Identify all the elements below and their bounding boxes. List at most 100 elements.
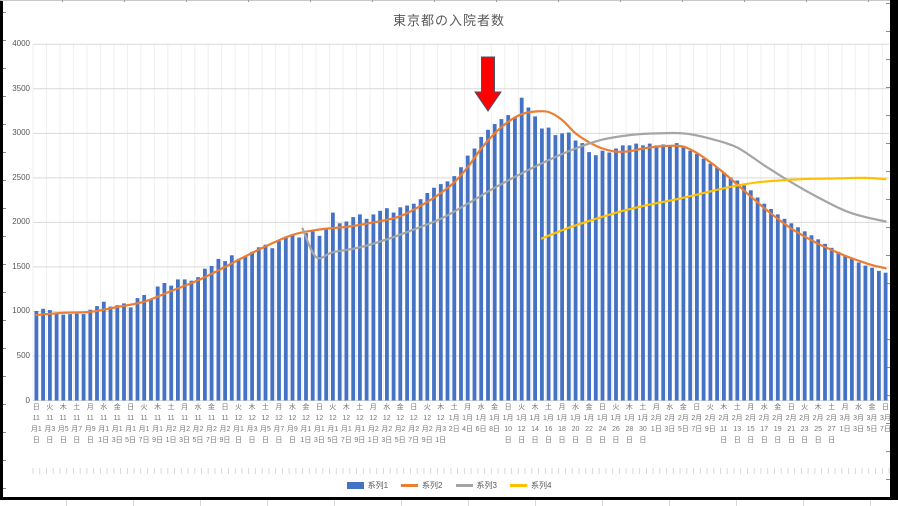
weekday-label: 金 [491,404,499,411]
date-label: 11月9日 [84,415,96,444]
date-label: 1月30日 [637,415,649,444]
date-label: 12月9日 [286,415,298,444]
weekday-label: 月 [86,404,94,411]
date-label: 12月7日 [273,415,285,444]
x-axis-tick-label: 月 12月21日 [367,402,380,446]
date-label: 3月7日 [880,415,891,433]
date-label: 11月15日 [125,415,137,444]
x-axis-tick-label: 火 2月23日 [798,402,811,446]
weekday-label: 木 [437,404,445,411]
x-axis-tick-label: 金 1月22日 [582,402,595,446]
date-label: 1月26日 [610,415,622,444]
x-axis-tick-label: 水 11月11日 [97,402,110,446]
x-axis-tick-label: 金 2月5日 [677,402,690,435]
x-axis-tick-label: 火 2月9日 [704,402,717,435]
weekday-label: 木 [59,404,67,411]
weekday-label: 火 [234,404,242,411]
date-label: 2月1日 [650,415,662,433]
weekday-label: 木 [814,404,822,411]
x-axis-tick-label: 水 11月25日 [191,402,204,446]
legend-label: 系列1 [367,481,389,490]
x-axis-tick-label: 木 2月11日 [717,402,730,446]
x-axis-tick-label: 日 3月7日 [879,402,892,435]
worksheet-left-edge [0,1,3,499]
date-label: 1月12日 [516,415,528,444]
x-axis-tick-label: 月 11月9日 [84,402,97,446]
worksheet-left-row-ticks [3,12,6,498]
date-label: 11月23日 [179,415,191,444]
x-axis-tick-label: 土 11月7日 [70,402,83,446]
x-axis-tick-label: 月 2月1日 [650,402,663,435]
x-axis-tick-label: 木 12月31日 [434,402,447,446]
y-axis-tick-label: 2000 [12,217,30,227]
weekday-label: 火 [801,404,809,411]
legend-item-series3: 系列3 [455,480,497,491]
y-axis-tick-label: 500 [16,351,30,360]
x-axis-tick-label: 月 1月4日 [461,402,474,435]
x-axis-tick-label: 水 1月20日 [569,402,582,446]
x-axis-tick-label: 金 12月11日 [299,402,312,446]
date-label: 1月16日 [543,415,554,444]
y-axis-tick-label: 4000 [12,39,30,49]
date-label: 2月15日 [745,415,757,444]
weekday-label: 水 [100,404,108,411]
date-label: 2月5日 [677,415,689,433]
x-axis-tick-label: 火 11月17日 [137,402,150,446]
weekday-label: 日 [127,404,135,411]
date-label: 3月1日 [839,415,851,433]
date-label: 3月3日 [853,415,865,433]
weekday-label: 水 [383,404,391,411]
weekday-label: 火 [140,404,148,411]
date-label: 2月25日 [812,415,824,444]
weekday-label: 水 [288,404,296,411]
x-axis-tick-label: 日 11月1日 [30,402,43,446]
weekday-label: 火 [46,404,54,411]
weekday-label: 日 [315,404,323,411]
legend-item-series2: 系列2 [401,480,443,491]
weekday-label: 木 [720,404,728,411]
x-axis-tick-label: 火 12月1日 [232,402,245,446]
x-axis-tick-label: 木 1月14日 [528,402,541,446]
weekday-label: 火 [612,404,620,411]
weekday-label: 金 [113,404,121,411]
date-label: 2月11日 [718,415,730,444]
date-label: 2月19日 [772,415,784,444]
y-axis-tick-label: 0 [25,395,30,405]
date-label: 11月11日 [98,415,110,444]
date-label: 2月3日 [664,415,676,433]
x-axis-tick-label: 月 2月15日 [744,402,757,446]
weekday-label: 水 [666,404,674,411]
weekday-label: 火 [329,404,337,411]
weekday-label: 木 [342,404,350,411]
date-label: 2月27日 [826,415,838,444]
worksheet-bottom-edge [0,497,898,500]
x-axis-tick-label: 火 12月29日 [421,402,434,446]
x-axis-tick-label: 水 3月3日 [852,402,865,435]
x-axis-tick-label: 金 2月19日 [771,402,784,446]
weekday-label: 土 [544,404,552,411]
x-axis-tick-label: 火 11月3日 [43,402,56,446]
weekday-label: 水 [855,404,863,411]
x-axis-tick-label: 月 11月23日 [178,402,191,446]
x-axis-tick-label: 月 12月7日 [272,402,285,446]
weekday-label: 日 [881,404,889,411]
weekday-label: 水 [760,404,768,411]
x-axis-tick-label: 木 11月5日 [57,402,70,446]
weekday-label: 月 [275,404,283,411]
weekday-label: 日 [221,404,229,411]
date-label: 2月7日 [691,415,703,433]
date-label: 12月31日 [435,415,447,444]
worksheet-right-edge [890,0,898,500]
x-axis-tick-label: 火 12月15日 [326,402,339,446]
weekday-label: 土 [261,404,269,411]
x-axis-tick-label: 金 3月5日 [865,402,878,435]
weekday-label: 土 [450,404,458,411]
y-axis-tick-label: 1500 [12,261,30,271]
date-label: 1月2日 [448,415,460,433]
date-label: 11月21日 [165,415,177,444]
x-axis-tick-label: 土 12月19日 [353,402,366,446]
legend-label: 系列3 [476,481,497,490]
date-label: 12月19日 [354,415,366,444]
x-axis-tick-label: 水 12月23日 [380,402,393,446]
